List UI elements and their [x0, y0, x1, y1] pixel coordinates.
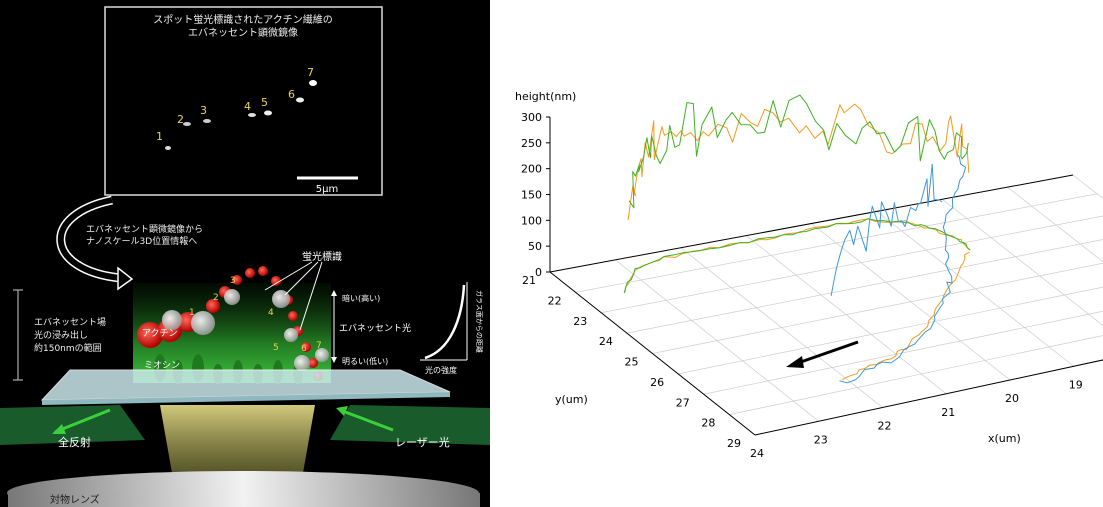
x-tick-label: 24 [750, 447, 764, 460]
y-tick-label: 23 [573, 315, 587, 328]
x-ticks: 161718192021222324 [750, 378, 1083, 460]
y-tick-label: 28 [701, 417, 715, 430]
actin-label: アクチン [142, 328, 178, 339]
y-tick-label: 21 [522, 274, 536, 287]
z-tick-label: 300 [521, 111, 542, 124]
x-tick-label: 23 [814, 433, 828, 446]
x-tick-label: 22 [878, 420, 892, 433]
spot-label-6: 6 [288, 88, 295, 101]
height-trace-green [628, 94, 969, 209]
objective-beam [160, 405, 315, 490]
z-ticks: 0 50 100 150 200 250 300 [521, 111, 550, 279]
bead-label-4: 4 [268, 308, 274, 318]
z-axis-label: height(nm) [515, 90, 576, 103]
intensity-curve: 光の強度 ガラス面からの距離 [420, 282, 484, 375]
z-tick-label: 50 [528, 240, 542, 253]
trajectory-series [623, 94, 971, 384]
direction-arrow-icon [786, 356, 804, 368]
grid-line-y [652, 262, 1103, 354]
grid-line-y [601, 215, 1103, 314]
microscope-image-inset: スポット蛍光標識されたアクチン繊維の エバネッセント顕微鏡像 1 2 3 4 5… [104, 6, 383, 196]
y-axis-label: y(um) [555, 393, 588, 406]
blue-trace-height [830, 163, 943, 296]
field-label-1: エバネッセント場 [34, 316, 106, 328]
inset-title-2: エバネッセント顕微鏡像 [188, 26, 298, 39]
x-tick-label: 20 [1005, 392, 1019, 405]
reflect-arrow-icon [52, 424, 66, 434]
x-tick-label: 21 [941, 406, 955, 419]
blue-trace-main [839, 154, 967, 384]
direction-arrow [794, 340, 859, 366]
z-tick-label: 100 [521, 214, 542, 227]
floor-edge [549, 174, 1074, 273]
y-tick-label: 29 [727, 437, 741, 450]
dark-label: 暗い(高い) [342, 293, 380, 303]
y-tick-label: 26 [650, 376, 664, 389]
evanescent-light-label: エバネッセント光 [339, 322, 411, 334]
intensity-axis-label: 光の強度 [425, 365, 457, 375]
z-tick-label: 150 [521, 189, 542, 202]
floor-edge [754, 359, 1103, 436]
spot-label-7: 7 [307, 66, 314, 79]
bead-label-7: 7 [316, 341, 322, 351]
grid-line-x [811, 223, 1011, 381]
grid-line-x [876, 211, 1074, 367]
y-tick-label: 25 [625, 356, 639, 369]
z-tick-label: 200 [521, 163, 542, 176]
spot-label-5: 5 [261, 96, 268, 109]
floor-trace-orange [624, 218, 971, 293]
y-tick-label: 24 [599, 335, 613, 348]
fluor-label: 蛍光標識 [302, 250, 342, 263]
bright-label: 明るい(低い) [342, 356, 388, 366]
z-tick-label: 0 [535, 266, 542, 279]
floor-trace-green [623, 218, 971, 294]
spot-label-3: 3 [200, 104, 207, 117]
grid-line-x [942, 198, 1103, 326]
spot-label-1: 1 [156, 130, 163, 143]
trajectory-3d-chart: 0 50 100 150 200 250 300 height(nm) 21 22 23 24 25… [490, 0, 1103, 507]
bead-label-3: 3 [230, 276, 236, 286]
bead-label-6: 6 [301, 344, 307, 354]
y-tick-label: 27 [676, 396, 690, 409]
grid-line-x [1007, 186, 1103, 263]
grid-line-y [678, 286, 1103, 375]
objective-label: 対物レンズ [50, 493, 100, 506]
distance-axis-label: ガラス面からの距離 [475, 290, 484, 353]
bead-label-1: 1 [189, 308, 195, 318]
chart-svg: 0 50 100 150 200 250 300 height(nm) 21 22 23 24 25… [515, 90, 1103, 460]
evanescent-illustration: スポット蛍光標識されたアクチン繊維の エバネッセント顕微鏡像 1 2 3 4 5… [0, 0, 490, 507]
spot-label-2: 2 [177, 113, 184, 126]
floor-trace-orange-tail [841, 251, 970, 381]
x-tick-label: 19 [1069, 378, 1083, 391]
x-axis-label: x(um) [988, 432, 1021, 445]
floor-grid [549, 174, 1103, 436]
grid-line-x [615, 259, 819, 422]
floor-edge [549, 271, 756, 436]
myosin-label: ミオシン [144, 360, 180, 371]
laser-label: レーザー光 [395, 435, 450, 449]
field-label-3: 約150nmの範囲 [34, 342, 102, 354]
arrow-caption-2: ナノスケール3D位置情報へ [86, 235, 197, 247]
y-tick-label: 22 [548, 294, 562, 307]
scale-bar-label: 5μm [316, 184, 338, 195]
total-reflection-label: 全反射 [58, 435, 91, 449]
field-label-2: 光の浸み出し [34, 329, 88, 341]
laser-arrow-icon [336, 406, 348, 416]
y-ticks: 21 22 23 24 25 26 27 28 29 [522, 274, 741, 450]
bead-label-2: 2 [213, 293, 219, 303]
z-tick-label: 250 [521, 137, 542, 150]
grid-line-x [745, 235, 947, 395]
grid-line-x [680, 247, 883, 408]
spot-label-4: 4 [244, 100, 251, 113]
inset-title-1: スポット蛍光標識されたアクチン繊維の [153, 13, 333, 26]
grid-line-y [729, 335, 1103, 415]
arrow-caption-1: エバネッセント顕微鏡像から [86, 223, 203, 235]
bead-label-5: 5 [273, 343, 279, 353]
illustration-svg: スポット蛍光標識されたアクチン繊維の エバネッセント顕微鏡像 1 2 3 4 5… [0, 6, 490, 507]
height-trace-orange [627, 103, 970, 220]
